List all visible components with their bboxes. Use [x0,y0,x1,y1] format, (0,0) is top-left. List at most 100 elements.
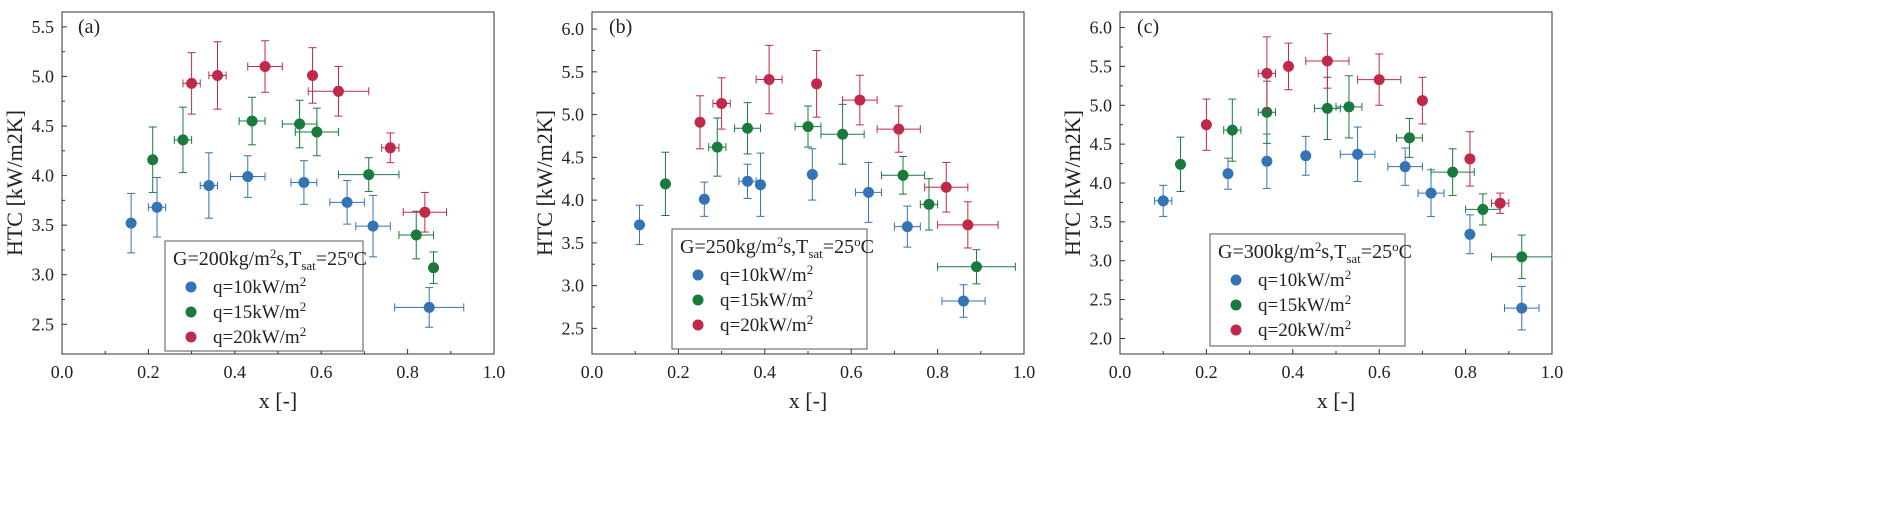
data-point [238,96,266,146]
data-marker [1157,195,1169,207]
x-axis-title: x [-] [1317,388,1355,413]
data-marker [1516,251,1528,263]
data-point [1222,157,1234,190]
data-marker [742,122,754,134]
data-point [1339,126,1376,182]
data-marker [367,220,379,232]
y-tick-label: 5.5 [1090,56,1113,76]
x-tick-label: 0.0 [1109,362,1132,382]
data-point [1387,147,1423,186]
legend-label-text: q=15kW/m [720,290,807,311]
legend-label: q=20kW/m2 [1258,317,1351,341]
legend-label-text: q=15kW/m [213,302,300,323]
data-marker [837,128,849,140]
data-point [1223,98,1242,162]
data-point [208,41,227,110]
legend-title-part: =25 [1361,241,1392,263]
data-marker [862,186,874,198]
legend-marker [185,306,197,318]
y-tick-label: 4.5 [32,116,55,136]
data-point [1464,131,1476,187]
x-tick-label: 0.6 [310,362,333,382]
legend-label: q=10kW/m2 [1258,267,1351,291]
y-tick-label: 5.0 [562,105,585,125]
data-point [147,126,159,193]
data-marker [1261,67,1273,79]
x-tick-label: 0.2 [1195,362,1218,382]
legend-marker [1230,324,1242,336]
legend-title-part: C [354,248,367,270]
legend-title-sup: o [854,234,861,249]
data-marker [212,69,224,81]
x-tick-label: 0.6 [840,362,863,382]
data-point [307,66,370,117]
y-tick-label: 3.0 [1090,251,1113,271]
data-marker [940,181,952,193]
legend-title-sup: o [1392,239,1399,254]
data-marker [742,175,754,187]
legend-label: q=20kW/m2 [213,324,306,348]
data-marker [1321,55,1333,67]
y-tick-label: 4.0 [32,166,55,186]
panel-label: (b) [609,16,632,38]
legend-title-sup: o [347,246,354,261]
x-tick-label: 0.2 [667,362,690,382]
legend-title-sup: 2 [270,246,277,261]
data-point [398,210,435,260]
legend-marker [692,269,704,281]
data-point [1491,234,1553,280]
legend-box [164,240,364,352]
y-tick-label: 4.0 [1090,173,1113,193]
data-point [1430,148,1475,196]
x-tick-label: 1.0 [1013,362,1036,382]
data-point [755,44,783,115]
data-point [659,151,671,216]
data-marker [298,177,310,189]
data-point [381,132,400,164]
y-tick-label: 2.5 [1090,290,1113,310]
data-point [147,177,167,238]
chart-panel-1: 0.0 0.2 0.4 0.6 0.8 1.0 2.5 3.0 3.5 4.0 4.5 5.0 5.5 6… [532,11,1036,413]
x-tick-label: 0.4 [754,362,777,382]
y-tick-label: 2.0 [1090,328,1113,348]
data-point [337,157,400,192]
chart-panel-2: 0.0 0.2 0.4 0.6 0.8 1.0 2.0 2.5 3.0 3.5 4.0 4.5 5.0 5… [1060,11,1564,413]
y-tick-label: 3.5 [32,215,55,235]
series-1 [659,102,1016,285]
legend-label-sup: 2 [807,262,814,277]
data-marker [1464,153,1476,165]
data-point [811,49,823,118]
x-tick-label: 1.0 [483,362,506,382]
data-point [842,74,878,126]
legend-label-sup: 2 [300,274,307,289]
data-marker [1222,168,1234,180]
legend-label-sup: 2 [807,287,814,302]
legend-title-sub: sat [808,246,823,261]
data-marker [1261,155,1273,167]
legend-title-part: s,T [783,236,808,258]
legend-label-text: q=20kW/m [1258,320,1345,341]
legend-label-text: q=20kW/m [213,327,300,348]
legend: G=300kg/m2s,Tsat=25oCq=10kW/m2q=15kW/m2q… [1209,233,1412,347]
x-tick-label: 1.0 [1541,362,1564,382]
legend-label-text: q=10kW/m [1258,270,1345,291]
data-point [1154,184,1173,217]
series-0 [125,152,465,328]
legend-label-text: q=10kW/m [720,265,807,286]
data-point [1491,192,1510,214]
data-marker [410,229,422,241]
legend-title-part: =25 [823,236,854,258]
data-point [329,180,365,225]
series-2 [1200,33,1510,214]
panel-label: (a) [78,16,100,38]
legend-marker [185,281,197,293]
y-tick-label: 4.5 [562,147,585,167]
data-marker [897,169,909,181]
y-tick-label: 6.0 [1090,18,1113,38]
x-tick-label: 0.8 [396,362,419,382]
y-tick-label: 4.0 [562,190,585,210]
data-marker [659,178,671,190]
data-marker [763,74,775,86]
data-marker [1416,95,1428,107]
